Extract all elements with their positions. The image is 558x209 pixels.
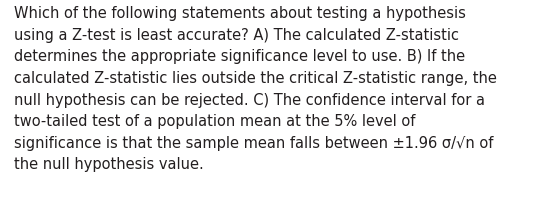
Text: Which of the following statements about testing a hypothesis
using a Z-test is l: Which of the following statements about … (14, 6, 497, 172)
